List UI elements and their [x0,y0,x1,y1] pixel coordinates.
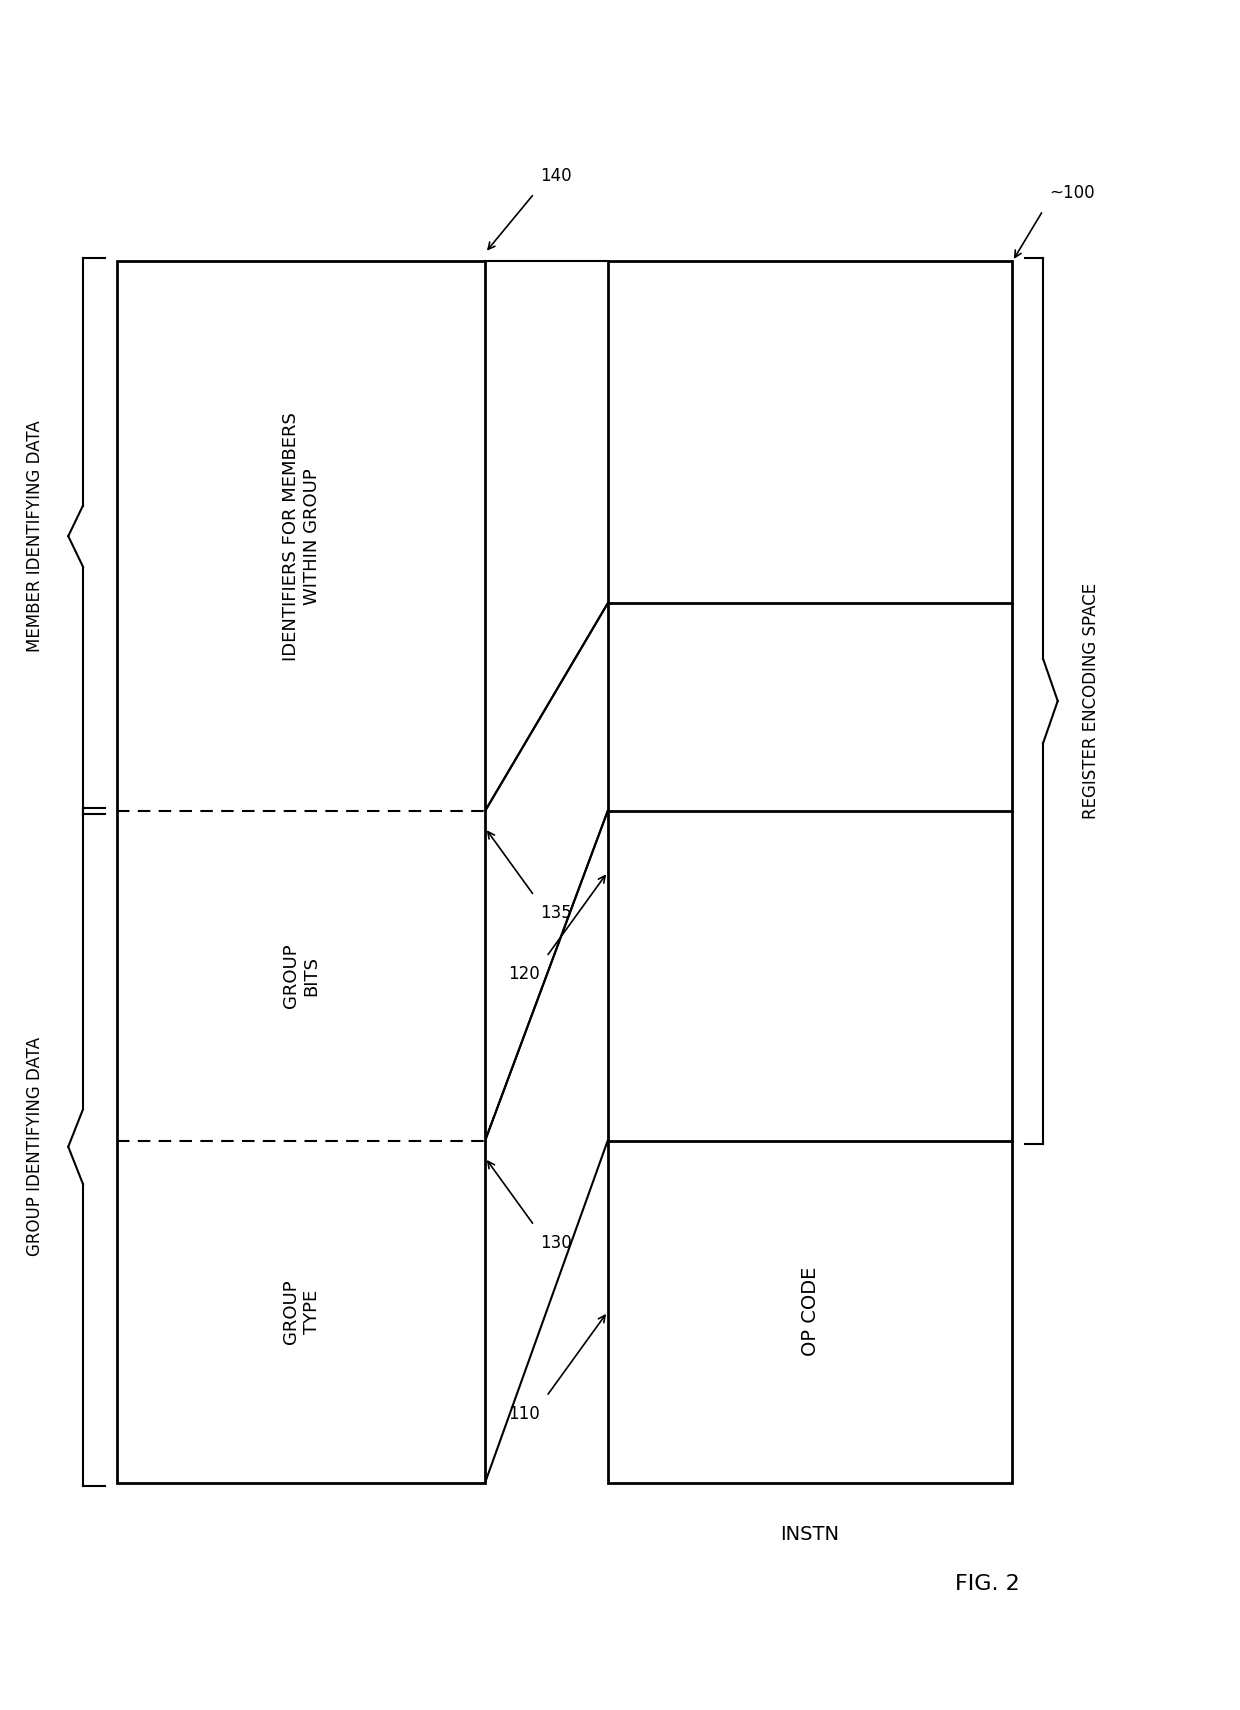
Text: 130: 130 [541,1235,572,1252]
Text: GROUP
BITS: GROUP BITS [281,944,321,1009]
Text: GROUP IDENTIFYING DATA: GROUP IDENTIFYING DATA [26,1038,43,1257]
Text: 110: 110 [508,1406,541,1423]
Bar [118,262,485,1483]
Text: 120: 120 [508,964,541,983]
Text: REGISTER ENCODING SPACE: REGISTER ENCODING SPACE [1083,583,1100,819]
Text: OP CODE: OP CODE [801,1267,820,1356]
Text: MEMBER IDENTIFYING DATA: MEMBER IDENTIFYING DATA [26,421,43,652]
Text: GROUP
TYPE: GROUP TYPE [281,1279,321,1344]
Text: FIG. 2: FIG. 2 [956,1575,1021,1594]
Text: ~100: ~100 [1049,185,1095,202]
Text: INSTN: INSTN [780,1525,839,1544]
Text: IDENTIFIERS FOR MEMBERS
WITHIN GROUP: IDENTIFIERS FOR MEMBERS WITHIN GROUP [281,412,321,660]
Text: 135: 135 [541,905,572,922]
Bar [608,262,1012,1483]
Text: 140: 140 [541,168,572,185]
